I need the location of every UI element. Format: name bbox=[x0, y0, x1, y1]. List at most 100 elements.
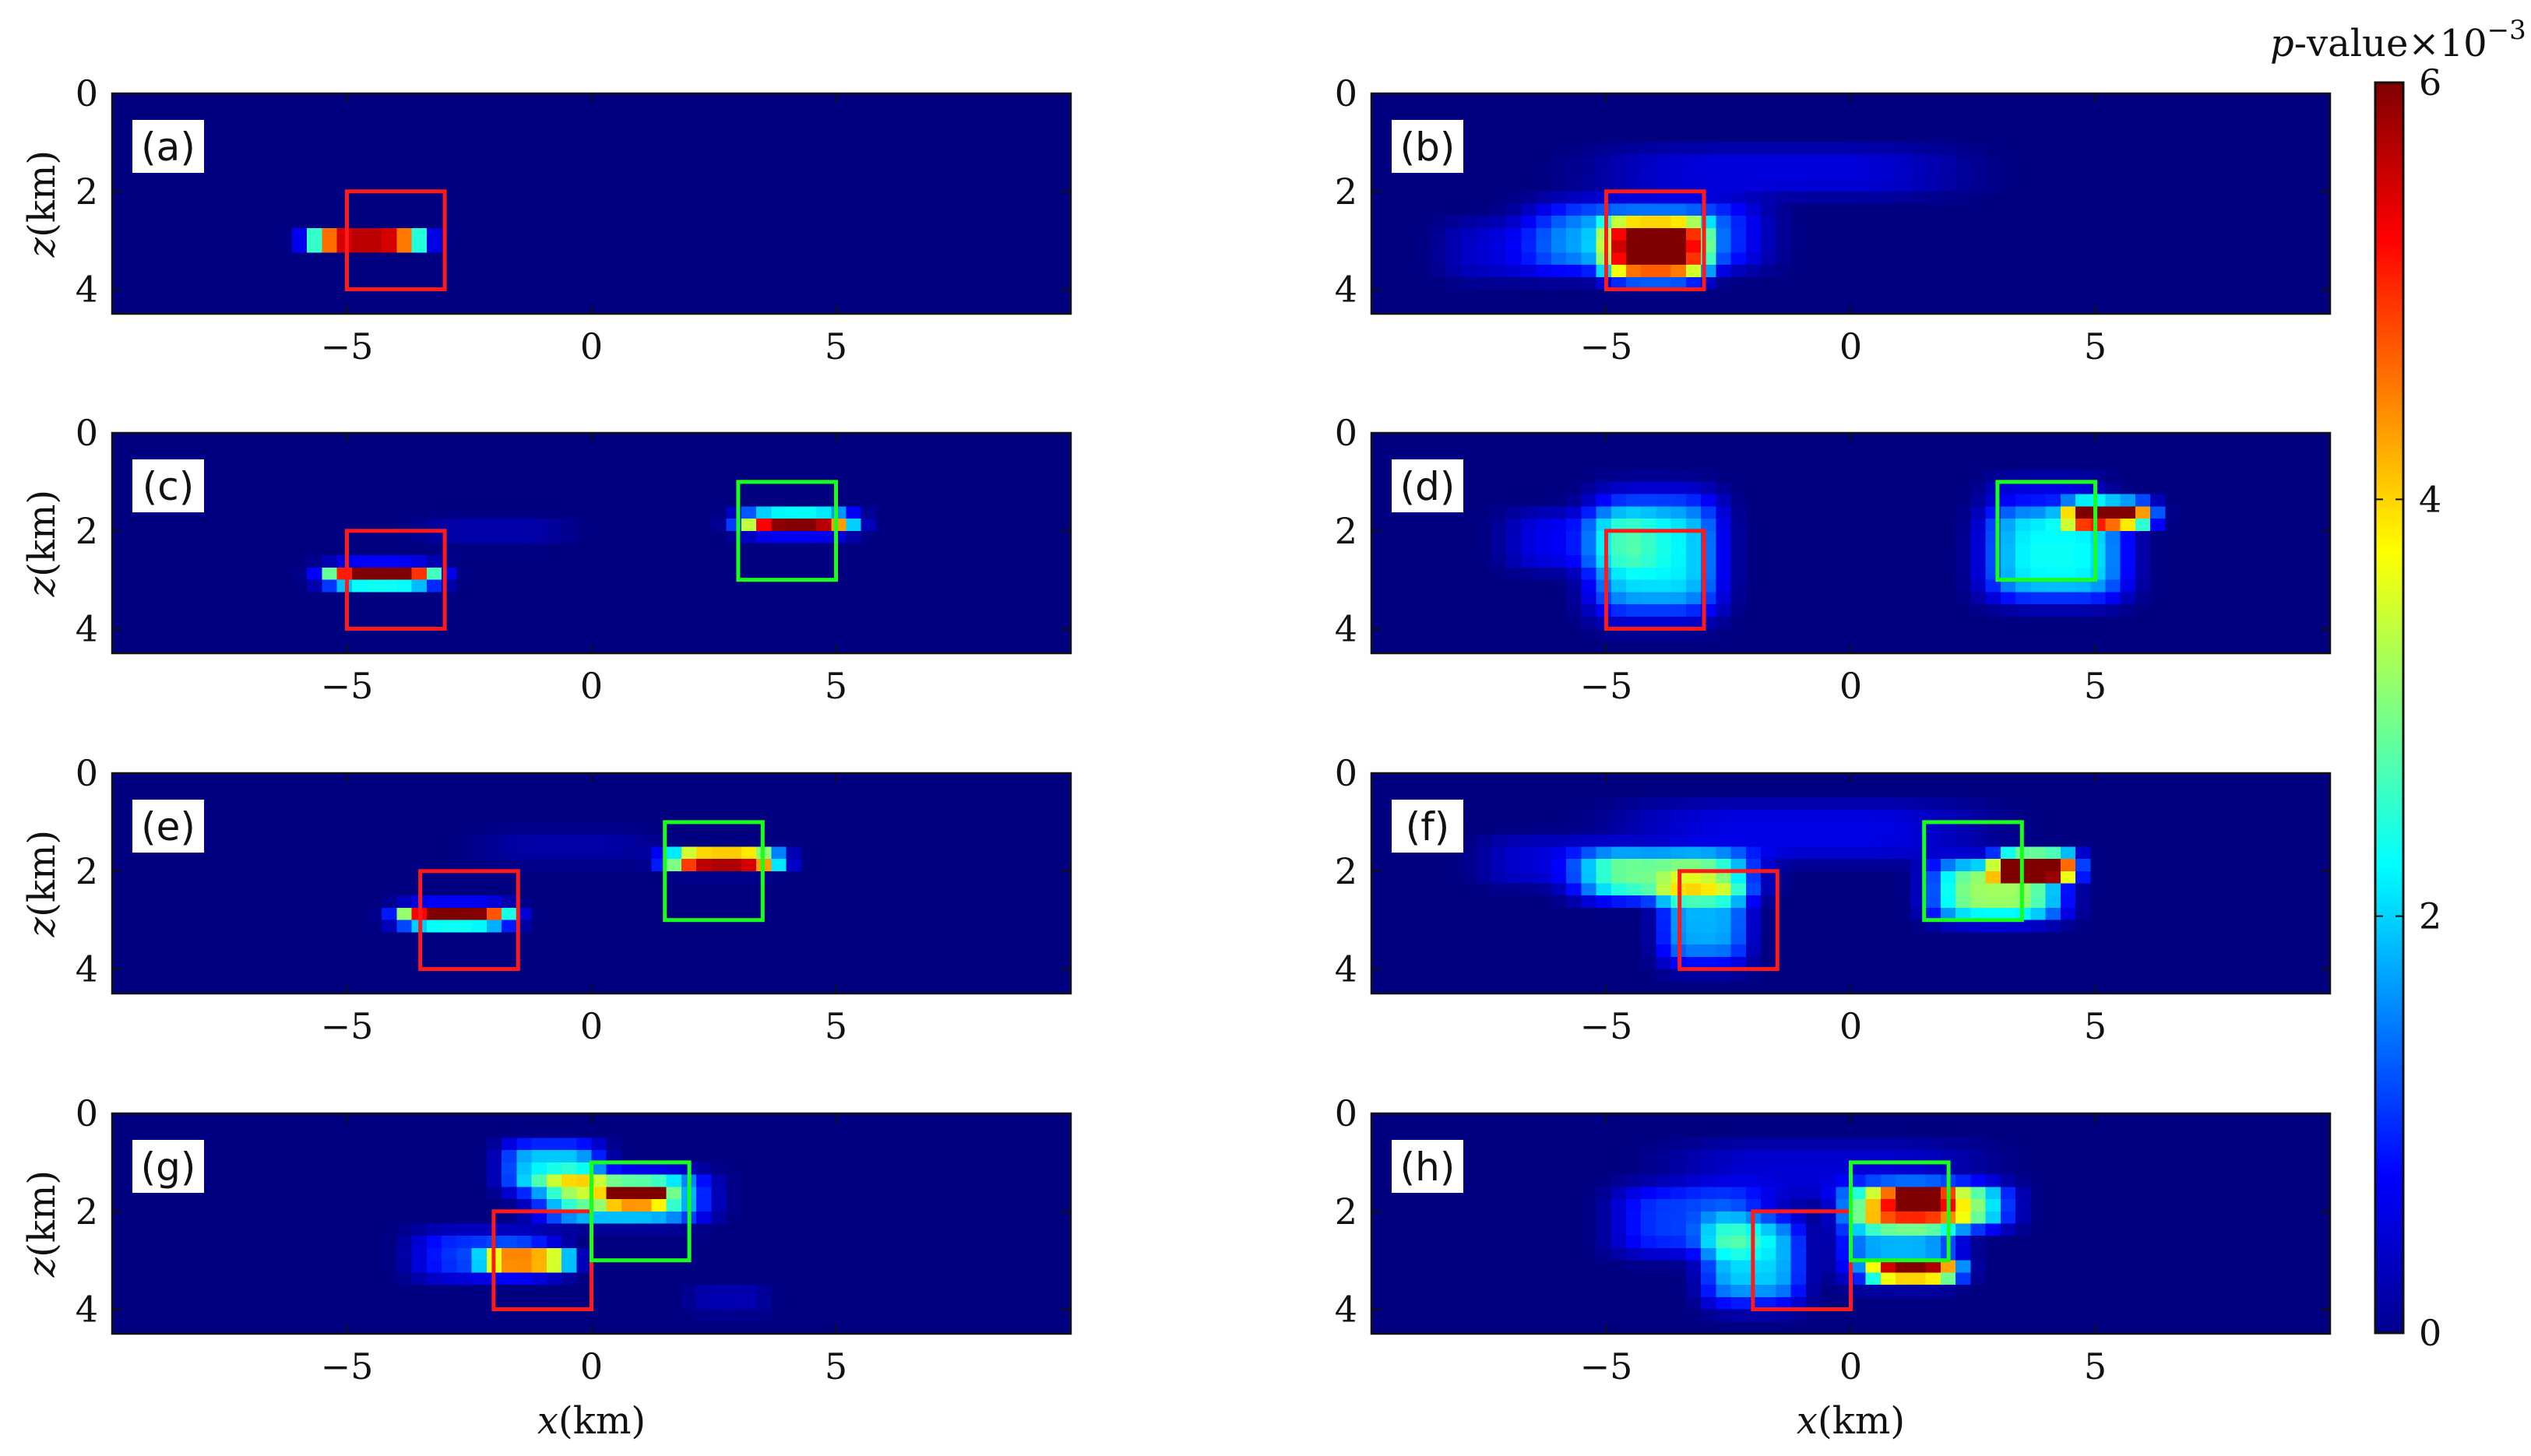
heatmap-cell bbox=[396, 579, 413, 593]
heatmap-cell bbox=[1431, 616, 1447, 630]
heatmap-cell bbox=[486, 457, 502, 470]
heatmap-cell bbox=[322, 118, 338, 131]
heatmap-cell bbox=[2180, 579, 2196, 593]
heatmap-cell bbox=[1790, 203, 1807, 216]
heatmap-cell bbox=[216, 216, 233, 229]
heatmap-cell bbox=[1386, 530, 1403, 544]
heatmap-cell bbox=[1506, 567, 1522, 581]
heatmap-cell bbox=[1761, 604, 1776, 617]
heatmap-cell bbox=[1745, 433, 1762, 446]
heatmap-cell bbox=[1970, 592, 1987, 605]
heatmap-cell bbox=[1850, 592, 1867, 605]
heatmap-cell bbox=[2060, 433, 2076, 446]
heatmap-cell bbox=[1446, 276, 1462, 290]
heatmap-cell bbox=[1055, 227, 1072, 241]
heatmap-cell bbox=[1536, 628, 1552, 642]
heatmap-cell bbox=[456, 142, 473, 156]
heatmap-cell bbox=[1040, 481, 1057, 495]
heatmap-cell bbox=[966, 240, 982, 253]
heatmap-cell bbox=[831, 167, 847, 180]
heatmap-cell bbox=[157, 445, 173, 459]
heatmap-cell bbox=[1716, 628, 1732, 642]
heatmap-cell bbox=[2045, 470, 2061, 483]
heatmap-cell bbox=[1761, 93, 1776, 107]
heatmap-cell bbox=[2315, 592, 2331, 605]
heatmap-cell bbox=[486, 130, 502, 143]
heatmap-cell bbox=[1055, 276, 1072, 290]
heatmap-cell bbox=[291, 494, 308, 507]
heatmap-cell bbox=[1776, 142, 1792, 156]
heatmap-cell bbox=[875, 167, 892, 180]
heatmap-cell bbox=[906, 543, 922, 556]
heatmap-cell bbox=[231, 457, 248, 470]
heatmap-cell bbox=[2045, 118, 2061, 131]
heatmap-cell bbox=[1566, 530, 1582, 544]
heatmap-cell bbox=[696, 592, 712, 605]
heatmap-cell bbox=[1955, 592, 1971, 605]
heatmap-cell bbox=[2150, 481, 2167, 495]
heatmap-cell bbox=[1925, 289, 1941, 302]
heatmap-cell bbox=[861, 785, 877, 799]
heatmap-cell bbox=[2255, 445, 2271, 459]
heatmap-cell bbox=[756, 457, 772, 470]
heatmap-cell bbox=[1521, 252, 1537, 266]
heatmap-cell bbox=[846, 203, 862, 216]
heatmap-cell bbox=[921, 555, 937, 568]
heatmap-cell bbox=[502, 179, 517, 192]
heatmap-cell bbox=[1656, 276, 1672, 290]
heatmap-cell bbox=[157, 227, 173, 241]
heatmap-cell bbox=[771, 265, 787, 278]
heatmap-cell bbox=[502, 592, 517, 605]
heatmap-cell bbox=[741, 191, 757, 205]
heatmap-cell bbox=[516, 579, 533, 593]
heatmap-cell bbox=[456, 252, 473, 266]
heatmap-cell bbox=[516, 641, 533, 654]
heatmap-cell bbox=[1371, 628, 1387, 642]
heatmap-cell bbox=[921, 592, 937, 605]
heatmap-cell bbox=[2015, 265, 2031, 278]
heatmap-cell bbox=[1401, 227, 1417, 241]
heatmap-cell bbox=[1776, 555, 1792, 568]
heatmap-cell bbox=[921, 530, 937, 544]
heatmap-cell bbox=[2045, 494, 2061, 507]
heatmap-cell bbox=[786, 785, 802, 799]
heatmap-cell bbox=[995, 457, 1012, 470]
heatmap-cell bbox=[1026, 481, 1042, 495]
heatmap-cell bbox=[2270, 203, 2286, 216]
heatmap-cell bbox=[816, 810, 832, 823]
heatmap-cell bbox=[1790, 216, 1807, 229]
heatmap-cell bbox=[875, 579, 892, 593]
heatmap-cell bbox=[1836, 265, 1852, 278]
heatmap-cell bbox=[2240, 118, 2256, 131]
heatmap-cell bbox=[157, 203, 173, 216]
heatmap-cell bbox=[1865, 457, 1882, 470]
heatmap-cell bbox=[591, 445, 607, 459]
heatmap-cell bbox=[576, 289, 593, 302]
heatmap-cell bbox=[771, 252, 787, 266]
heatmap-cell bbox=[502, 118, 517, 131]
heatmap-cell bbox=[2135, 506, 2151, 519]
heatmap-cell bbox=[980, 265, 997, 278]
heatmap-cell bbox=[1610, 216, 1627, 229]
heatmap-cell bbox=[1521, 506, 1537, 519]
heatmap-cell bbox=[1040, 543, 1057, 556]
heatmap-cell bbox=[995, 470, 1012, 483]
heatmap-cell bbox=[1656, 289, 1672, 302]
heatmap-cell bbox=[2105, 252, 2121, 266]
heatmap-cell bbox=[1716, 543, 1732, 556]
heatmap-cell bbox=[1716, 191, 1732, 205]
heatmap-cell bbox=[921, 797, 937, 811]
heatmap-cell bbox=[995, 252, 1012, 266]
heatmap-cell bbox=[2015, 154, 2031, 167]
heatmap-cell bbox=[2060, 252, 2076, 266]
heatmap-cell bbox=[486, 567, 502, 581]
heatmap-cell bbox=[2030, 494, 2047, 507]
heatmap-cell bbox=[1865, 481, 1882, 495]
heatmap-cell bbox=[1880, 470, 1896, 483]
heatmap-cell bbox=[921, 641, 937, 654]
heatmap-cell bbox=[2030, 191, 2047, 205]
heatmap-cell bbox=[2255, 481, 2271, 495]
heatmap-cell bbox=[216, 616, 233, 630]
heatmap-cell bbox=[322, 457, 338, 470]
heatmap-cell bbox=[2135, 530, 2151, 544]
